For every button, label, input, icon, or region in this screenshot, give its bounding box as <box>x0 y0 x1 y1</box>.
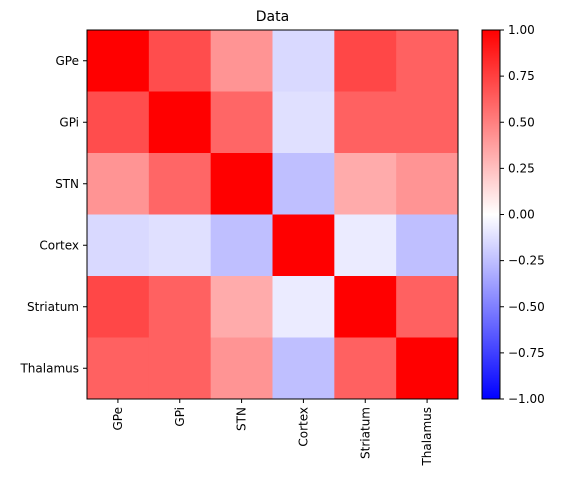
heatmap-cell <box>210 337 273 400</box>
y-tick-label: GPe <box>56 54 80 68</box>
y-tick-label: Striatum <box>27 300 79 314</box>
heatmap-cell <box>148 214 212 277</box>
heatmap-cell <box>272 337 335 400</box>
heatmap-cell <box>148 153 212 215</box>
heatmap-cell <box>334 337 397 400</box>
heatmap-cell <box>334 30 397 92</box>
heatmap-axes: GPe GPi STN Cortex Striatum Thalamus GPe GPi STN… <box>19 54 434 467</box>
heatmap-cell <box>210 91 273 154</box>
x-tick-label: Thalamus <box>420 407 434 467</box>
colorbar-tick-label: −0.50 <box>508 300 545 314</box>
x-tick-label: STN <box>235 407 249 431</box>
x-tick-label: Striatum <box>358 407 372 459</box>
x-tick-label: GPi <box>173 407 187 427</box>
colorbar-tick-label: 0.50 <box>508 115 535 129</box>
heatmap-cell <box>87 30 150 92</box>
heatmap-cell <box>272 276 335 338</box>
heatmap-cell <box>272 30 335 92</box>
heatmap-cell <box>87 276 150 338</box>
heatmap-cell <box>396 214 459 277</box>
heatmap-cell <box>272 91 335 154</box>
heatmap-cell <box>396 30 459 92</box>
heatmap-cell <box>396 91 459 154</box>
colorbar-tick-label: −0.25 <box>508 254 545 268</box>
heatmap-cells <box>87 30 459 400</box>
colorbar-axis: 1.00 0.75 0.50 0.25 0.00 −0.25 −0.50 −0.75 −1.00 <box>500 23 545 406</box>
heatmap-cell <box>272 214 335 277</box>
heatmap-cell <box>87 91 150 154</box>
y-tick-label: STN <box>55 177 79 191</box>
plot-frame <box>86 29 459 400</box>
heatmap-cell <box>87 337 150 400</box>
colorbar-tick-label: 0.00 <box>508 208 535 222</box>
heatmap-cell <box>87 214 150 277</box>
heatmap-cell <box>87 153 150 215</box>
x-tick-label: GPe <box>111 407 125 431</box>
colorbar <box>482 30 500 399</box>
heatmap-cell <box>334 91 397 154</box>
colorbar-tick-label: 0.25 <box>508 161 535 175</box>
heatmap-cell <box>148 30 212 92</box>
colorbar-tick-label: 0.75 <box>508 69 535 83</box>
heatmap-cell <box>148 91 212 154</box>
heatmap-cell <box>396 337 459 400</box>
x-tick-label: Cortex <box>296 407 310 447</box>
heatmap-cell <box>210 276 273 338</box>
heatmap-cell <box>272 153 335 215</box>
heatmap-cell <box>148 337 212 400</box>
y-tick-label: GPi <box>59 115 79 129</box>
colorbar-tick-label: −1.00 <box>508 392 545 406</box>
y-tick-label: Thalamus <box>19 361 79 375</box>
heatmap-cell <box>334 276 397 338</box>
heatmap-cell <box>334 214 397 277</box>
chart-title: Data <box>256 9 289 25</box>
y-tick-label: Cortex <box>39 238 79 252</box>
heatmap-cell <box>148 276 212 338</box>
colorbar-tick-label: 1.00 <box>508 23 535 37</box>
heatmap-cell <box>210 214 273 277</box>
heatmap-cell <box>210 30 273 92</box>
heatmap-cell <box>210 153 273 215</box>
heatmap-cell <box>396 153 459 215</box>
heatmap-cell <box>334 153 397 215</box>
heatmap-cell <box>396 276 459 338</box>
colorbar-tick-label: −0.75 <box>508 346 545 360</box>
